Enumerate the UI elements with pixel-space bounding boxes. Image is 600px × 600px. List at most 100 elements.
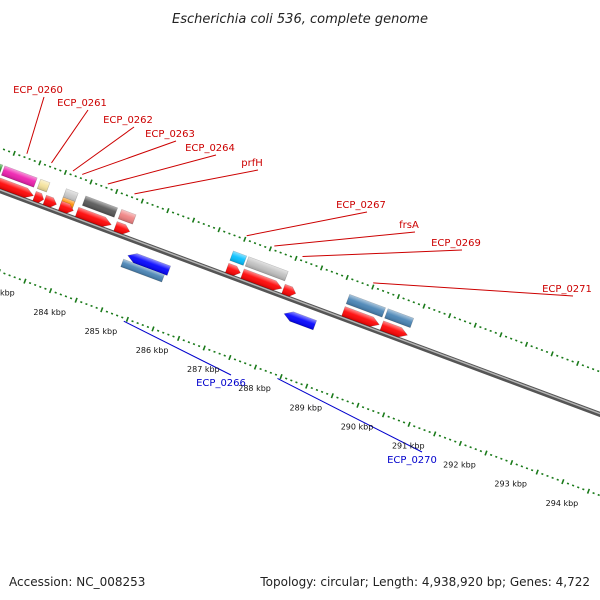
plus-tick-minor <box>479 326 482 329</box>
minus-tick-major <box>228 354 232 361</box>
minus-tick-minor <box>402 421 406 424</box>
feature-gene-2[interactable] <box>1 165 38 188</box>
feature-cds-9[interactable] <box>57 200 75 215</box>
minus-tick-minor <box>39 285 42 288</box>
minus-tick-minor <box>90 304 93 308</box>
minus-tick-major <box>381 412 386 418</box>
minus-tick-minor <box>366 407 370 411</box>
plus-tick-minor <box>264 245 267 249</box>
minus-tick-major <box>356 402 360 408</box>
minus-tick-major <box>330 393 334 399</box>
gene-label-text: ECP_0262 <box>103 115 153 126</box>
minus-tick-minor <box>162 331 165 334</box>
feature-gene2-15[interactable] <box>120 258 165 283</box>
minus-tick-minor <box>520 465 524 468</box>
gene-label-ecp_0263[interactable]: ECP_0263 <box>82 129 195 175</box>
minus-tick-major <box>151 326 155 332</box>
plus-tick-minor <box>571 360 574 363</box>
label-layer: ECP_0260 ECP_0261 ECP_0262 ECP_0263 ECP_0264… <box>13 85 592 466</box>
gene-label-ecp_0270[interactable]: ECP_0270 <box>277 378 437 466</box>
label-leader-line <box>373 282 574 297</box>
plus-tick-minor <box>468 322 472 325</box>
plus-tick-minor <box>315 264 318 268</box>
minus-tick-minor <box>136 322 139 325</box>
plus-tick-minor <box>74 175 77 178</box>
feature-gene-22[interactable] <box>345 294 386 318</box>
feature-layer <box>0 163 415 340</box>
minus-tick-minor <box>423 428 426 432</box>
feature-gene-18[interactable] <box>244 256 289 282</box>
feature-gene-10[interactable] <box>81 195 118 218</box>
plus-tick-minor <box>438 310 441 313</box>
minus-tick-minor <box>269 371 273 374</box>
gene-label-text: ECP_0260 <box>13 85 63 96</box>
feature-cds-17[interactable] <box>224 262 242 277</box>
plus-tick-minor <box>402 297 405 300</box>
minus-tick-minor <box>525 467 529 470</box>
plus-tick-minor <box>330 270 334 273</box>
minus-tick-minor <box>208 348 211 351</box>
gene-label-ecp_0264[interactable]: ECP_0264 <box>107 143 235 185</box>
feature-cds-25[interactable] <box>379 320 409 340</box>
gene-label-ecp_0267[interactable]: ECP_0267 <box>246 200 386 237</box>
feature-gene-1[interactable] <box>0 163 4 175</box>
plus-tick-minor <box>233 234 236 237</box>
gene-label-frsa[interactable]: frsA <box>274 220 419 247</box>
minus-tick-minor <box>197 344 201 348</box>
minus-tick-minor <box>387 415 390 418</box>
plus-tick-minor <box>556 354 559 357</box>
minus-tick-minor <box>495 455 498 458</box>
minus-tick-minor <box>346 400 349 403</box>
plus-tick-minor <box>43 163 47 166</box>
feature-cds-19[interactable] <box>240 268 284 293</box>
scale-label: 291 kbp <box>392 441 425 450</box>
scale-label: 290 kbp <box>341 422 374 431</box>
feature-gene-4[interactable] <box>36 178 51 193</box>
gene-label-ecp_0271[interactable]: ECP_0271 <box>373 282 592 297</box>
gene-label-ecp_0266[interactable]: ECP_0266 <box>123 320 246 389</box>
plus-tick-minor <box>207 224 211 228</box>
plus-tick-minor <box>386 291 390 294</box>
minus-tick-major <box>176 335 181 342</box>
gene-label-ecp_0260[interactable]: ECP_0260 <box>13 85 63 154</box>
feature-gene-16[interactable] <box>229 250 248 266</box>
plus-tick-minor <box>197 220 200 224</box>
minus-tick-minor <box>238 360 242 363</box>
minus-tick-major <box>484 450 488 456</box>
feature-cds-11[interactable] <box>74 206 113 229</box>
feature-cds-5[interactable] <box>32 191 46 204</box>
plus-tick-minor <box>248 240 252 243</box>
minus-tick-minor <box>597 493 600 497</box>
minus-tick-major <box>586 488 591 494</box>
feature-cds-3[interactable] <box>0 177 35 200</box>
gene-label-ecp_0262[interactable]: ECP_0262 <box>72 115 153 172</box>
minus-tick-minor <box>295 381 298 384</box>
feature-cds-6[interactable] <box>42 194 58 209</box>
backbone-layer <box>0 188 600 418</box>
minus-tick-minor <box>361 406 365 409</box>
feature-gene-12[interactable] <box>117 209 137 225</box>
minus-tick-minor <box>428 430 431 434</box>
feature-cds-23[interactable] <box>341 306 381 330</box>
plus-tick-minor <box>135 198 139 201</box>
plus-tick-minor <box>325 268 328 271</box>
gene-label-ecp_0261[interactable]: ECP_0261 <box>51 98 107 164</box>
gene-label-text: ECP_0271 <box>542 284 592 295</box>
minus-tick-minor <box>315 388 319 392</box>
plus-tick-minor <box>433 308 436 312</box>
feature-gene-21[interactable] <box>282 309 317 331</box>
scale-label: 288 kbp <box>238 384 271 393</box>
minus-tick-minor <box>479 450 483 453</box>
gene-label-ecp_0269[interactable]: ECP_0269 <box>302 238 481 258</box>
plus-tick-minor <box>94 182 98 185</box>
gene-label-prfh[interactable]: prfH <box>134 158 263 195</box>
feature-cds-20[interactable] <box>281 283 298 298</box>
plus-tick-minor <box>535 347 538 350</box>
feature-gene-24[interactable] <box>384 308 415 329</box>
label-leader-line <box>246 211 368 237</box>
minus-tick-major <box>125 316 130 322</box>
plus-tick-minor <box>161 207 165 210</box>
feature-cds-13[interactable] <box>113 221 132 237</box>
gene-label-text: ECP_0270 <box>387 455 437 466</box>
plus-tick-minor <box>540 348 544 352</box>
